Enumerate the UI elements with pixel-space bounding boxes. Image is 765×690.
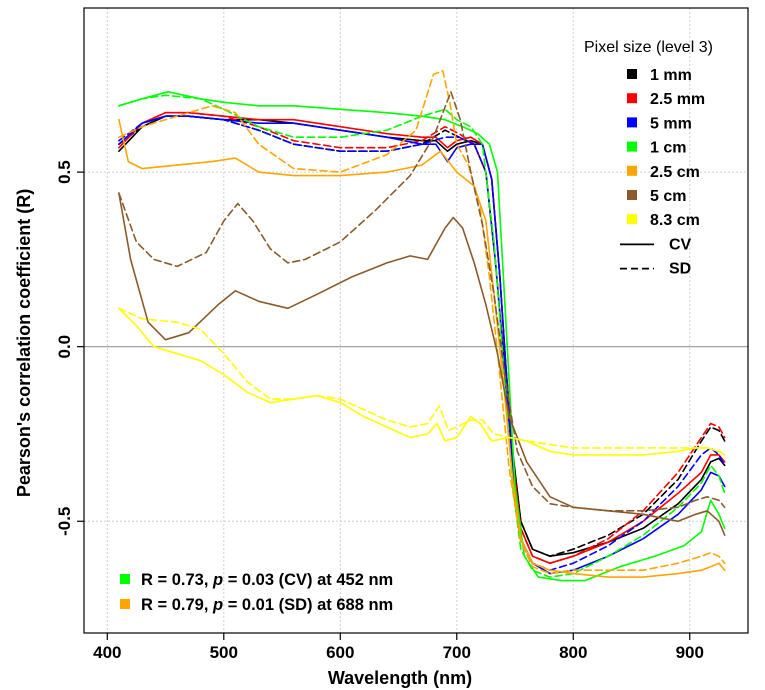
legend-label: 1 mm	[650, 67, 692, 84]
series-1-cm-cv	[118, 91, 726, 582]
x-tick-label: 700	[443, 643, 471, 662]
annotation-swatch	[120, 599, 130, 609]
annotations: R = 0.73, p = 0.03 (CV) at 452 nm R = 0.7…	[120, 571, 393, 614]
legend-swatch	[627, 141, 637, 152]
series-1-mm-sd	[118, 115, 726, 557]
x-tick-label: 800	[559, 643, 587, 662]
legend: Pixel size (level 3) 1 mm 2.5 mm 5 mm 1 cm 2…	[584, 39, 713, 278]
series-2-5-mm-cv	[118, 111, 726, 564]
series-8-3-cm-cv	[118, 307, 726, 456]
legend-swatch	[627, 190, 637, 200]
series-8-3-cm-sd	[118, 307, 726, 453]
grid	[84, 8, 748, 633]
legend-swatch	[627, 93, 637, 104]
annotation-swatch	[120, 574, 130, 584]
legend-swatch	[627, 117, 637, 128]
legend-swatch	[627, 165, 637, 176]
x-axis-title: Wavelength (nm)	[328, 668, 472, 688]
x-axis: 400 500 600 700 800 900	[93, 633, 704, 662]
x-tick-label: 600	[326, 643, 354, 662]
y-tick-label: -0.5	[55, 507, 74, 536]
legend-label: 1 cm	[650, 140, 686, 157]
series-5-cm-sd	[118, 91, 726, 512]
legend-title: Pixel size (level 3)	[584, 39, 713, 56]
x-tick-label: 400	[93, 643, 121, 662]
legend-label: 5 mm	[650, 115, 692, 132]
legend-label: 8.3 cm	[650, 212, 700, 229]
annotation-text: R = 0.79, p = 0.01 (SD) at 688 nm	[141, 596, 393, 614]
series-2-5-cm-sd	[118, 70, 726, 575]
series-1-cm-sd	[118, 94, 726, 578]
legend-style-label: SD	[669, 261, 691, 278]
series-5-cm-cv	[118, 192, 726, 536]
y-axis-title: Pearson's correlation coefficient (R)	[14, 189, 34, 497]
legend-swatch	[627, 69, 637, 79]
legend-label: 2.5 cm	[650, 164, 700, 181]
legend-swatch	[627, 214, 637, 225]
series-5-mm-sd	[118, 115, 726, 571]
x-tick-label: 900	[676, 643, 704, 662]
series-2-5-cm-cv	[118, 118, 726, 578]
series-5-mm-cv	[118, 115, 726, 575]
annotation-text: R = 0.73, p = 0.03 (CV) at 452 nm	[141, 571, 393, 589]
y-tick-label: 0.0	[55, 335, 74, 359]
legend-style-label: CV	[669, 236, 692, 253]
legend-label: 2.5 mm	[650, 91, 705, 108]
series-1-mm-cv	[118, 115, 726, 557]
series-2-5-mm-sd	[118, 111, 726, 564]
legend-label: 5 cm	[650, 188, 686, 205]
plot-frame	[83, 7, 749, 634]
y-axis: 0.5 0.0 -0.5	[55, 160, 84, 536]
data-series	[118, 70, 726, 582]
y-tick-label: 0.5	[55, 160, 74, 184]
x-tick-label: 500	[210, 643, 238, 662]
